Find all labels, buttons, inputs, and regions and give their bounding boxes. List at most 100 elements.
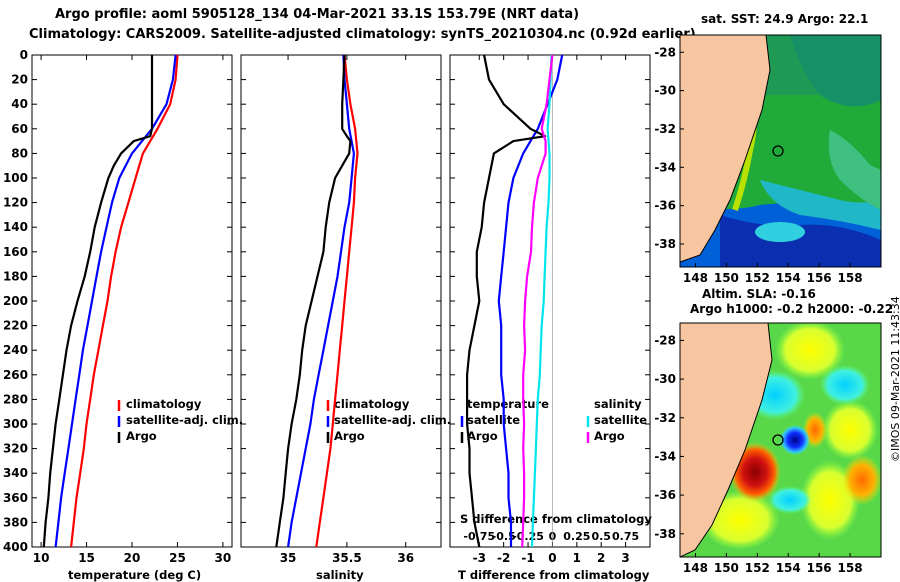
x-tick-label-temperature: 25	[169, 551, 186, 565]
sla-map-title: Altim. SLA: -0.16	[702, 287, 816, 301]
x-tick-label-temperature: 10	[33, 551, 50, 565]
temp-legend-satellite: satellite-adj. clim.	[126, 413, 244, 427]
map-lat-tick-label: -34	[654, 160, 676, 174]
depth-tick-label: 180	[3, 269, 28, 283]
series-line-temperature-climatology	[70, 54, 179, 548]
sal-legend-climatology: climatology	[334, 397, 410, 411]
depth-tick-label: 280	[3, 392, 28, 406]
map-lon-tick-label: 158	[838, 271, 863, 285]
x-tick-label-difference: 2	[597, 551, 605, 565]
depth-tick-label: 220	[3, 319, 28, 333]
depth-tick-label: 120	[3, 196, 28, 210]
diff-legend-sal-argo: Argo	[594, 429, 625, 443]
x-tick-label-salinity: 35	[280, 551, 297, 565]
depth-tick-label: 60	[11, 122, 28, 136]
map-lat-tick-label: -28	[654, 45, 676, 59]
x-tick-label-temperature: 15	[78, 551, 95, 565]
x-tick-label-temperature: 30	[215, 551, 232, 565]
sal-legend-argo: Argo	[334, 429, 365, 443]
s-diff-tick-label: -0.25	[512, 530, 544, 543]
depth-tick-label: 380	[3, 515, 28, 529]
diff-legend-temp-argo: Argo	[467, 429, 498, 443]
depth-tick-label: 140	[3, 220, 28, 234]
depth-tick-label: 40	[11, 97, 28, 111]
map-lon-tick-label: 150	[714, 271, 739, 285]
depth-tick-label: 20	[11, 73, 28, 87]
diff-legend-sal-satellite: satellite	[594, 413, 648, 427]
map-lat-tick-label: -36	[654, 199, 676, 213]
map-lon-tick-label: 154	[776, 271, 801, 285]
diff-legend-salinity-title: salinity	[594, 397, 642, 411]
map-lon-tick-label: 152	[745, 271, 770, 285]
salinity-xlabel: salinity	[316, 568, 364, 582]
map-lon-tick-label: 154	[776, 561, 801, 575]
sal-legend-satellite: satellite-adj. clim.	[334, 413, 452, 427]
series-line-salinity-climatology	[315, 54, 359, 548]
x-tick-label-salinity: 35.5	[332, 551, 362, 565]
map-lat-tick-label: -28	[654, 333, 676, 347]
depth-tick-label: 340	[3, 466, 28, 480]
depth-tick-label: 240	[3, 343, 28, 357]
series-line-difference-salinity-satellite	[530, 54, 553, 548]
s-diff-tick-label: -0.75	[463, 530, 495, 543]
x-tick-label-difference: 1	[573, 551, 581, 565]
title-line-1: Argo profile: aoml 5905128_134 04-Mar-20…	[55, 7, 580, 22]
series-line-difference-salinity-argo	[521, 54, 554, 548]
series-line-salinity-argo	[275, 54, 352, 548]
x-tick-label-difference: -3	[473, 551, 486, 565]
x-tick-label-difference: 3	[621, 551, 629, 565]
map-lon-tick-label: 148	[683, 271, 708, 285]
temp-legend-climatology: climatology	[126, 397, 202, 411]
sst-map-title: sat. SST: 24.9 Argo: 22.1	[701, 12, 869, 26]
map-lat-tick-label: -38	[654, 527, 676, 541]
x-tick-label-difference: 0	[548, 551, 556, 565]
depth-tick-label: 200	[3, 294, 28, 308]
x-tick-label-salinity: 36	[397, 551, 414, 565]
sla-argo-position-marker	[772, 434, 784, 446]
series-line-difference-temperature-argo	[466, 54, 547, 548]
s-diff-tick-label: 0.25	[563, 530, 590, 543]
diff-legend-temp-satellite: satellite	[467, 413, 521, 427]
x-tick-label-temperature: 20	[124, 551, 141, 565]
map-frame-sla_map	[679, 322, 882, 558]
s-diff-tick-label: 0.5	[591, 530, 611, 543]
x-tick-label-difference: -1	[521, 551, 534, 565]
x-tick-label-difference: -2	[497, 551, 510, 565]
diff-legend-temperature-title: temperature	[467, 397, 549, 411]
depth-tick-label: 320	[3, 442, 28, 456]
depth-tick-label: 400	[3, 540, 28, 554]
series-line-temperature-argo	[42, 55, 154, 548]
title-line-2: Climatology: CARS2009. Satellite-adjuste…	[29, 27, 696, 42]
series-line-salinity-satellite-adj-clim-	[287, 54, 355, 548]
map-lon-tick-label: 150	[714, 561, 739, 575]
map-frame-sst_map	[679, 34, 882, 268]
sst-map	[680, 35, 881, 267]
depth-tick-label: 300	[3, 417, 28, 431]
depth-tick-label: 0	[20, 48, 28, 62]
map-lon-tick-label: 148	[683, 561, 708, 575]
depth-tick-label: 160	[3, 245, 28, 259]
map-lat-tick-label: -30	[654, 84, 676, 98]
temp-legend-argo: Argo	[126, 429, 157, 443]
map-lat-tick-label: -38	[654, 237, 676, 251]
map-lat-tick-label: -32	[654, 411, 676, 425]
map-lon-tick-label: 158	[838, 561, 863, 575]
temperature-xlabel: temperature (deg C)	[68, 568, 202, 582]
map-lat-tick-label: -36	[654, 488, 676, 502]
map-lon-tick-label: 152	[745, 561, 770, 575]
depth-tick-label: 260	[3, 368, 28, 382]
map-lat-tick-label: -32	[654, 122, 676, 136]
sst-argo-position-marker	[772, 145, 784, 157]
s-diff-tick-label: 0.75	[612, 530, 639, 543]
s-diff-tick-label: -0.5	[492, 530, 516, 543]
map-lon-tick-label: 156	[807, 561, 832, 575]
panel-frame-salinity	[240, 54, 442, 548]
map-lat-tick-label: -34	[654, 449, 676, 463]
sla-map-subtitle: Argo h1000: -0.2 h2000: -0.22	[690, 302, 894, 316]
depth-tick-label: 100	[3, 171, 28, 185]
depth-tick-label: 360	[3, 491, 28, 505]
map-lat-tick-label: -30	[654, 372, 676, 386]
sla-map	[680, 323, 881, 557]
map-lon-tick-label: 156	[807, 271, 832, 285]
